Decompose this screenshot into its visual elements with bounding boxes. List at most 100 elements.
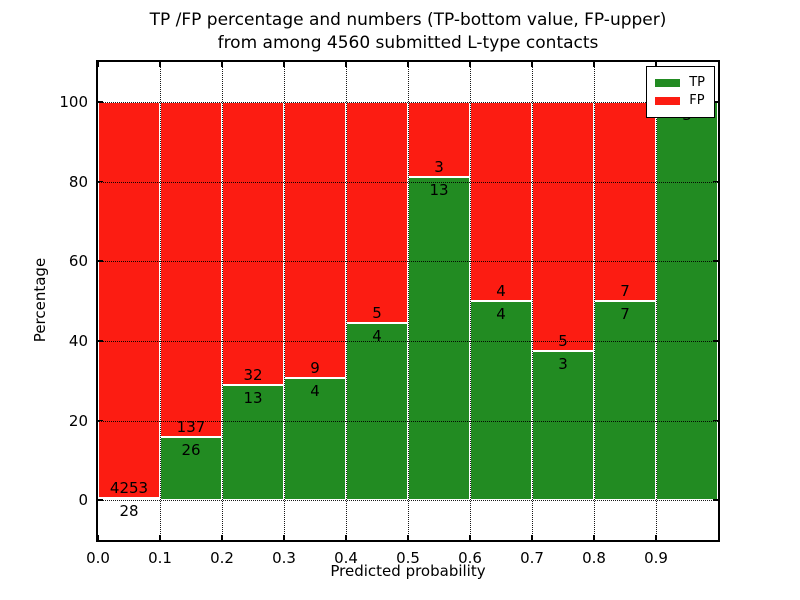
fp-count-label: 7 xyxy=(620,282,630,300)
bar-fp-segment xyxy=(594,101,656,301)
legend-tp-label: TP xyxy=(689,75,705,90)
tp-count-label: 28 xyxy=(119,501,139,520)
x-tick-mark xyxy=(159,535,161,540)
x-tick-mark xyxy=(221,535,223,540)
x-tick-mark xyxy=(469,535,471,540)
bar-tp-segment xyxy=(222,385,284,501)
y-tick-mark xyxy=(713,419,718,422)
x-tick-label: 0.2 xyxy=(210,549,234,567)
tp-count-label: 13 xyxy=(243,389,263,408)
x-tick-mark xyxy=(531,62,533,67)
legend-row-fp: FP xyxy=(655,93,705,108)
x-axis-label: Predicted probability xyxy=(330,562,486,580)
x-tick-label: 0.6 xyxy=(458,549,482,567)
vertical-gridline xyxy=(160,62,161,540)
x-tick-label: 0.4 xyxy=(334,549,358,567)
x-tick-mark xyxy=(283,535,285,540)
legend: TP FP xyxy=(646,66,715,118)
bar-fp-segment xyxy=(98,101,160,498)
horizontal-gridline xyxy=(98,500,718,502)
fp-count-label: 137 xyxy=(176,417,206,436)
x-tick-label: 0.0 xyxy=(86,549,110,567)
vertical-gridline xyxy=(284,62,285,540)
tp-count-label: 4 xyxy=(496,305,506,323)
y-tick-label: 40 xyxy=(68,331,88,350)
fp-count-label: 32 xyxy=(243,366,263,385)
vertical-gridline xyxy=(656,62,657,540)
x-tick-mark xyxy=(97,62,99,67)
y-tick-mark xyxy=(98,340,103,342)
bar-fp-segment xyxy=(408,101,470,177)
vertical-gridline xyxy=(532,62,533,540)
x-tick-mark xyxy=(159,62,161,67)
y-tick-mark xyxy=(98,101,103,103)
horizontal-gridline xyxy=(98,340,718,342)
vertical-gridline xyxy=(346,62,347,540)
y-tick-label: 20 xyxy=(68,411,88,430)
fp-count-label: 4253 xyxy=(109,478,149,497)
bar-fp-segment xyxy=(160,101,222,437)
x-tick-mark xyxy=(345,535,347,540)
bar-tp-segment xyxy=(656,101,718,501)
horizontal-gridline xyxy=(98,261,718,263)
bar-fp-segment xyxy=(284,101,346,378)
bar-tp-segment xyxy=(98,497,160,501)
chart-title-line2: from among 4560 submitted L-type contact… xyxy=(217,33,599,53)
vertical-gridline xyxy=(408,62,409,540)
y-tick-mark xyxy=(98,180,103,183)
x-tick-mark xyxy=(655,62,657,67)
y-tick-mark xyxy=(713,499,718,501)
bars-layer xyxy=(98,62,718,540)
bar-tp-segment xyxy=(594,301,656,501)
y-tick-mark xyxy=(713,101,718,103)
x-tick-label: 0.5 xyxy=(396,549,420,567)
y-tick-label: 100 xyxy=(59,92,88,111)
x-tick-mark xyxy=(221,62,223,67)
bar-tp-segment xyxy=(284,377,346,501)
tp-count-label: 26 xyxy=(181,440,201,459)
y-tick-label: 0 xyxy=(78,491,88,510)
tp-count-label: 4 xyxy=(310,381,320,400)
y-tick-mark xyxy=(98,260,103,262)
plot-area: 42532813726321394543134453773 TP FP xyxy=(96,60,720,542)
y-tick-label: 80 xyxy=(68,172,88,191)
x-tick-label: 0.7 xyxy=(520,549,544,567)
x-tick-mark xyxy=(655,535,657,540)
fp-count-label: 4 xyxy=(496,282,506,300)
bar-tp-segment xyxy=(346,323,408,501)
horizontal-gridline xyxy=(98,181,718,183)
y-axis-label: Percentage xyxy=(31,257,49,343)
x-tick-mark xyxy=(593,535,595,540)
legend-fp-swatch-icon xyxy=(655,96,681,105)
x-tick-mark xyxy=(407,535,409,540)
y-tick-mark xyxy=(713,180,718,183)
x-tick-label: 0.3 xyxy=(272,549,296,567)
x-tick-mark xyxy=(407,62,409,67)
bar-tp-segment xyxy=(532,350,594,501)
y-tick-mark xyxy=(98,419,103,422)
tp-count-label: 13 xyxy=(429,180,449,199)
legend-row-tp: TP xyxy=(655,75,705,90)
fp-count-label: 9 xyxy=(310,358,320,377)
chart-title: TP /FP percentage and numbers (TP-bottom… xyxy=(98,9,718,55)
bar-fp-segment xyxy=(346,101,408,324)
tp-count-label: 3 xyxy=(558,354,568,373)
x-tick-mark xyxy=(97,535,99,540)
legend-fp-label: FP xyxy=(689,93,705,108)
y-tick-mark xyxy=(98,499,103,501)
vertical-gridline xyxy=(470,62,471,540)
ticks-layer xyxy=(97,62,718,540)
y-tick-mark xyxy=(713,260,718,262)
horizontal-gridline xyxy=(98,420,718,422)
x-tick-mark xyxy=(531,535,533,540)
horizontal-gridline xyxy=(98,101,718,103)
y-tick-mark xyxy=(713,340,718,342)
tp-count-label: 7 xyxy=(620,305,630,323)
fp-count-label: 5 xyxy=(372,304,382,323)
x-tick-label: 0.9 xyxy=(644,549,668,567)
tp-count-label: 4 xyxy=(372,327,382,346)
vertical-gridline xyxy=(222,62,223,540)
fp-count-label: 3 xyxy=(434,157,444,176)
chart-title-line1: TP /FP percentage and numbers (TP-bottom… xyxy=(149,10,667,30)
